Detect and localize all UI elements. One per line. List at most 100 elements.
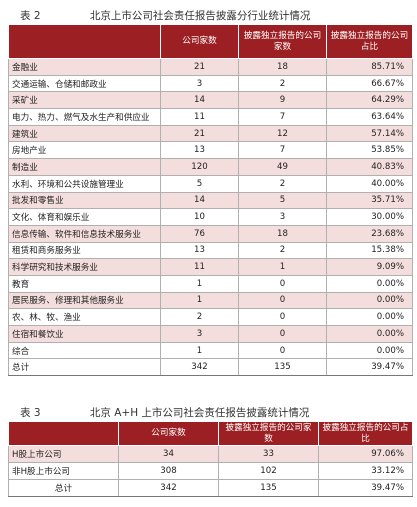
- table1-row: 科学研究和技术服务业 11 1 9.09%: [8, 258, 413, 276]
- table2-body: H股上市公司 34 33 97.06% 非H股上市公司 308 102 33.12% 总计 342…: [8, 445, 413, 497]
- table1-disclosed-cell: 18: [238, 225, 327, 243]
- table2-disclosed-cell: 102: [218, 462, 319, 480]
- table1-count-cell: 1: [160, 292, 239, 310]
- table1-row: 批发和零售业 14 5 35.71%: [8, 192, 413, 210]
- table2-total-count: 342: [118, 479, 219, 497]
- table1-count-cell: 11: [160, 258, 239, 276]
- table1-disclosed-cell: 0: [238, 325, 327, 343]
- table1-industry-cell: 住宿和餐饮业: [8, 325, 161, 343]
- table1-row: 金融业 21 18 85.71%: [8, 58, 413, 76]
- table1-total-count: 342: [160, 358, 239, 377]
- table1-ratio-cell: 0.00%: [326, 275, 413, 293]
- table2-type-cell: 非H股上市公司: [8, 462, 119, 480]
- table2-header-type: [8, 421, 119, 446]
- table1-label: 表 2: [20, 10, 41, 22]
- table1-header-industry: [8, 24, 161, 59]
- table2-total-row: 总计 342 135 39.47%: [8, 479, 413, 497]
- table2-total-label: 总计: [8, 479, 119, 497]
- table1-header-ratio: 披露独立报告的公司占比: [326, 24, 413, 59]
- table2-header-disclosed: 披露独立报告的公司家数: [218, 421, 319, 446]
- table1-industry-cell: 综合: [8, 342, 161, 360]
- table1-count-cell: 21: [160, 125, 239, 143]
- table1-total-ratio: 39.47%: [326, 358, 413, 377]
- table1-disclosed-cell: 7: [238, 141, 327, 160]
- table1-total-row: 总计 342 135 39.47%: [8, 358, 413, 377]
- table1-row: 电力、热力、燃气及水生产和供应业 11 7 63.64%: [8, 108, 413, 126]
- table2-ratio-cell: 33.12%: [318, 462, 413, 480]
- table1-industry-cell: 教育: [8, 275, 161, 293]
- table1-ratio-cell: 35.71%: [326, 192, 413, 210]
- table2-header-row: 公司家数 披露独立报告的公司家数 披露独立报告的公司占比: [8, 421, 413, 446]
- table1-disclosed-cell: 5: [238, 192, 327, 210]
- table2-count-cell: 308: [118, 462, 219, 480]
- table2-label: 表 3: [20, 407, 41, 419]
- table1-disclosed-cell: 0: [238, 342, 327, 360]
- table1-row: 住宿和餐饮业 3 0 0.00%: [8, 325, 413, 343]
- table1-disclosed-cell: 18: [238, 58, 327, 76]
- table1-industry-cell: 金融业: [8, 58, 161, 76]
- table1-ratio-cell: 66.67%: [326, 75, 413, 93]
- table1-disclosed-cell: 0: [238, 275, 327, 293]
- table1-row: 水利、环境和公共设施管理业 5 2 40.00%: [8, 175, 413, 193]
- table1-industry-cell: 文化、体育和娱乐业: [8, 208, 161, 226]
- table1-count-cell: 2: [160, 308, 239, 326]
- ah-disclosure-table: 公司家数 披露独立报告的公司家数 披露独立报告的公司占比 H股上市公司 34 33 9…: [8, 421, 413, 497]
- table1-count-cell: 76: [160, 225, 239, 243]
- table1-ratio-cell: 0.00%: [326, 342, 413, 360]
- table1-ratio-cell: 0.00%: [326, 308, 413, 326]
- table1-disclosed-cell: 7: [238, 108, 327, 126]
- table1-industry-cell: 房地产业: [8, 141, 161, 160]
- table1-industry-cell: 农、林、牧、渔业: [8, 308, 161, 326]
- table1-row: 制造业 120 49 40.83%: [8, 158, 413, 176]
- table1-disclosed-cell: 0: [238, 292, 327, 310]
- table1-ratio-cell: 85.71%: [326, 58, 413, 76]
- table1-count-cell: 13: [160, 141, 239, 160]
- table1-disclosed-cell: 0: [238, 308, 327, 326]
- table1-total-label: 总计: [8, 358, 161, 377]
- table1-count-cell: 1: [160, 342, 239, 360]
- table1-count-cell: 21: [160, 58, 239, 76]
- table1-row: 农、林、牧、渔业 2 0 0.00%: [8, 308, 413, 326]
- table1-industry-cell: 制造业: [8, 158, 161, 176]
- table1-ratio-cell: 64.29%: [326, 91, 413, 110]
- table1-ratio-cell: 53.85%: [326, 141, 413, 160]
- table1-row: 建筑业 21 12 57.14%: [8, 125, 413, 143]
- table1-row: 交通运输、仓储和邮政业 3 2 66.67%: [8, 75, 413, 93]
- table1-count-cell: 3: [160, 75, 239, 93]
- table1-industry-cell: 采矿业: [8, 91, 161, 110]
- table1-industry-cell: 租赁和商务服务业: [8, 242, 161, 260]
- table1-ratio-cell: 15.38%: [326, 242, 413, 260]
- table1-industry-cell: 交通运输、仓储和邮政业: [8, 75, 161, 93]
- table1-count-cell: 120: [160, 158, 239, 176]
- table1-count-cell: 3: [160, 325, 239, 343]
- table1-ratio-cell: 23.68%: [326, 225, 413, 243]
- table1-industry-cell: 信息传输、软件和信息技术服务业: [8, 225, 161, 243]
- table1-industry-cell: 电力、热力、燃气及水生产和供应业: [8, 108, 161, 126]
- table1-disclosed-cell: 2: [238, 175, 327, 193]
- table1-disclosed-cell: 12: [238, 125, 327, 143]
- table1-industry-cell: 居民服务、修理和其他服务业: [8, 292, 161, 310]
- table1-header-count: 公司家数: [160, 24, 239, 59]
- table1-count-cell: 14: [160, 91, 239, 110]
- table2-ratio-cell: 97.06%: [318, 445, 413, 463]
- table1-ratio-cell: 0.00%: [326, 292, 413, 310]
- table1-count-cell: 10: [160, 208, 239, 226]
- table1-row: 教育 1 0 0.00%: [8, 275, 413, 293]
- table1-ratio-cell: 40.00%: [326, 175, 413, 193]
- table2-count-cell: 34: [118, 445, 219, 463]
- table1-ratio-cell: 30.00%: [326, 208, 413, 226]
- table2-type-cell: H股上市公司: [8, 445, 119, 463]
- table1-disclosed-cell: 2: [238, 75, 327, 93]
- table1-caption: 表 2 北京上市公司社会责任报告披露分行业统计情况: [20, 8, 310, 23]
- table1-row: 采矿业 14 9 64.29%: [8, 91, 413, 110]
- table1-row: 房地产业 13 7 53.85%: [8, 141, 413, 160]
- table1-count-cell: 13: [160, 242, 239, 260]
- table1-disclosed-cell: 2: [238, 242, 327, 260]
- table1-ratio-cell: 9.09%: [326, 258, 413, 276]
- table1-ratio-cell: 57.14%: [326, 125, 413, 143]
- table1-disclosed-cell: 49: [238, 158, 327, 176]
- table1-disclosed-cell: 3: [238, 208, 327, 226]
- table1-count-cell: 14: [160, 192, 239, 210]
- table1-row: 居民服务、修理和其他服务业 1 0 0.00%: [8, 292, 413, 310]
- table1-ratio-cell: 40.83%: [326, 158, 413, 176]
